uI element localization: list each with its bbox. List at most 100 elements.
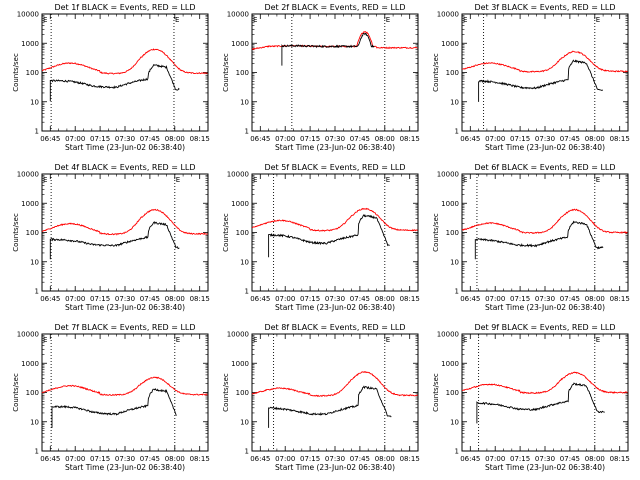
y-tick-label: 1000 xyxy=(231,200,249,208)
y-tick-label: 100 xyxy=(26,389,39,397)
legend-marker-right: E xyxy=(596,176,600,184)
x-tick-label: 07:00 xyxy=(275,295,295,303)
legend-marker-left: E xyxy=(43,16,47,24)
panel-title: Det 3f BLACK = Events, RED = LLD xyxy=(474,3,615,12)
panel-det-3f: Det 3f BLACK = Events, RED = LLD 1 10 100 10… xyxy=(432,3,630,152)
y-tick-label: 1 xyxy=(35,288,39,296)
panel-title: Det 4f BLACK = Events, RED = LLD xyxy=(54,163,195,172)
lld-series-line xyxy=(251,371,418,398)
y-tick-label: 1 xyxy=(455,128,459,136)
y-tick-label: 10 xyxy=(30,418,39,426)
x-tick-label: 08:15 xyxy=(190,455,210,463)
x-tick-label: 07:00 xyxy=(65,135,85,143)
y-tick-label: 10000 xyxy=(17,171,39,179)
events-series-line xyxy=(478,59,604,102)
y-axis-label: Counts/sec xyxy=(432,373,440,412)
events-series-line xyxy=(268,213,390,258)
x-tick-label: 08:00 xyxy=(585,295,605,303)
panel-title: Det 5f BLACK = Events, RED = LLD xyxy=(264,163,405,172)
legend-marker-right: E xyxy=(175,16,179,24)
panel-title: Det 7f BLACK = Events, RED = LLD xyxy=(54,323,195,332)
y-tick-label: 10000 xyxy=(227,331,249,339)
x-tick-label: 07:45 xyxy=(560,455,580,463)
x-axis-label: Start Time (23-Jun-02 06:38:40) xyxy=(275,463,395,472)
y-tick-label: 1 xyxy=(35,448,39,456)
y-tick-label: 10 xyxy=(450,98,459,106)
x-tick-label: 07:00 xyxy=(485,295,505,303)
x-tick-label: 07:30 xyxy=(535,135,555,143)
x-tick-label: 06:45 xyxy=(40,135,60,143)
y-tick-label: 100 xyxy=(236,69,249,77)
panel-title: Det 1f BLACK = Events, RED = LLD xyxy=(54,3,195,12)
y-tick-label: 100 xyxy=(446,389,459,397)
x-axis-label: Start Time (23-Jun-02 06:38:40) xyxy=(275,303,395,312)
y-tick-label: 1000 xyxy=(21,40,39,48)
lld-series-line xyxy=(41,208,208,236)
x-tick-label: 08:00 xyxy=(165,295,185,303)
y-tick-label: 100 xyxy=(446,69,459,77)
panel-title: Det 9f BLACK = Events, RED = LLD xyxy=(474,323,615,332)
y-tick-label: 1 xyxy=(35,128,39,136)
x-tick-label: 07:45 xyxy=(350,295,370,303)
plot-frame xyxy=(41,333,209,452)
x-tick-label: 07:45 xyxy=(350,135,370,143)
x-tick-label: 08:00 xyxy=(375,135,395,143)
x-tick-label: 07:00 xyxy=(485,135,505,143)
legend-marker-left: E xyxy=(463,336,467,344)
y-tick-label: 100 xyxy=(26,229,39,237)
x-tick-label: 07:45 xyxy=(140,455,160,463)
events-series-line xyxy=(474,220,604,260)
legend-marker-right: E xyxy=(596,336,600,344)
legend-marker-right: E xyxy=(176,176,180,184)
x-tick-label: 08:00 xyxy=(375,455,395,463)
y-axis-label: Counts/sec xyxy=(12,53,20,92)
x-tick-label: 06:45 xyxy=(250,135,270,143)
x-tick-label: 08:00 xyxy=(375,295,395,303)
x-tick-label: 07:30 xyxy=(115,455,135,463)
lld-series-line xyxy=(252,207,418,232)
x-tick-label: 07:00 xyxy=(65,295,85,303)
y-axis-label: Counts/sec xyxy=(222,213,230,252)
x-tick-label: 07:45 xyxy=(350,455,370,463)
legend-marker-left: E xyxy=(463,16,467,24)
legend-marker-right: E xyxy=(386,176,390,184)
plot-frame xyxy=(251,173,419,292)
x-tick-label: 06:45 xyxy=(250,295,270,303)
x-tick-label: 06:45 xyxy=(40,455,60,463)
y-tick-label: 10000 xyxy=(17,331,39,339)
y-tick-label: 10000 xyxy=(227,171,249,179)
y-tick-label: 1000 xyxy=(231,360,249,368)
y-tick-label: 10000 xyxy=(437,11,459,19)
x-tick-label: 07:00 xyxy=(275,455,295,463)
y-tick-label: 10 xyxy=(30,98,39,106)
y-tick-label: 1 xyxy=(245,448,249,456)
y-axis-label: Counts/sec xyxy=(432,213,440,252)
x-tick-label: 07:30 xyxy=(325,295,345,303)
x-tick-label: 07:30 xyxy=(535,455,555,463)
legend-marker-left: E xyxy=(253,336,257,344)
y-tick-label: 100 xyxy=(236,229,249,237)
panel-det-8f: Det 8f BLACK = Events, RED = LLD 1 10 100 10… xyxy=(222,323,420,472)
x-tick-label: 07:30 xyxy=(325,135,345,143)
y-tick-label: 10000 xyxy=(437,331,459,339)
x-tick-label: 06:45 xyxy=(460,455,480,463)
events-series-line xyxy=(281,32,375,66)
y-tick-label: 10000 xyxy=(227,11,249,19)
legend-marker-right: E xyxy=(386,336,390,344)
x-tick-label: 08:00 xyxy=(165,455,185,463)
panel-det-2f: Det 2f BLACK = Events, RED = LLD 1 10 100 10… xyxy=(222,3,420,152)
lld-series-line xyxy=(462,371,628,395)
panel-title: Det 6f BLACK = Events, RED = LLD xyxy=(474,163,615,172)
x-axis-label: Start Time (23-Jun-02 06:38:40) xyxy=(65,463,185,472)
panel-det-9f: Det 9f BLACK = Events, RED = LLD 1 10 100 10… xyxy=(432,323,630,472)
panel-title: Det 8f BLACK = Events, RED = LLD xyxy=(264,323,405,332)
events-series-line xyxy=(49,221,180,260)
x-tick-label: 07:45 xyxy=(140,295,160,303)
y-tick-label: 1 xyxy=(245,128,249,136)
events-series-line xyxy=(476,382,605,424)
x-tick-label: 08:15 xyxy=(610,455,630,463)
x-tick-label: 08:00 xyxy=(585,135,605,143)
y-tick-label: 1000 xyxy=(21,200,39,208)
plot-frame xyxy=(461,173,629,292)
plot-frame xyxy=(251,333,419,452)
